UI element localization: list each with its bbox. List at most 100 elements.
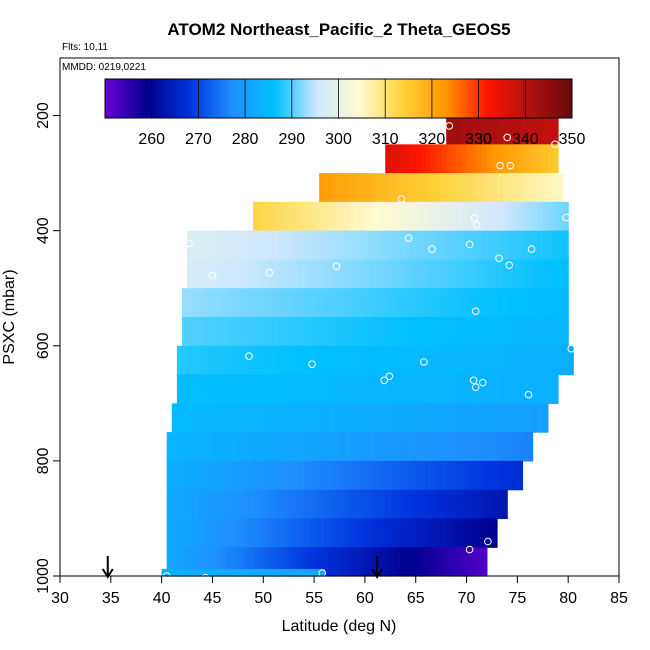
heatmap-cell (466, 173, 473, 203)
heatmap-cell (314, 547, 320, 577)
heatmap-cell (354, 173, 361, 203)
heatmap-cell (436, 230, 442, 261)
observation-point (495, 254, 503, 263)
heatmap-cell (176, 569, 183, 577)
heatmap-cell (212, 345, 219, 376)
heatmap-cell (242, 403, 249, 433)
heatmap-cell (369, 432, 376, 462)
x-tick-label: 30 (51, 590, 69, 607)
heatmap-cell (314, 345, 320, 376)
heatmap-cell (502, 345, 508, 376)
heatmap-cell (242, 259, 249, 289)
heatmap-cell (415, 144, 422, 174)
heatmap-cell (385, 201, 391, 232)
heatmap-cell (532, 201, 539, 232)
heatmap-cell (502, 403, 508, 433)
heatmap-cell (390, 144, 396, 174)
heatmap-cell (415, 460, 422, 491)
heatmap-cell (481, 403, 488, 433)
heatmap-cell (425, 345, 432, 376)
heatmap-cell (334, 259, 341, 289)
heatmap-cell (563, 259, 569, 289)
heatmap-cell (207, 317, 214, 347)
heatmap-cell (537, 374, 544, 404)
heatmap-cell (207, 288, 214, 318)
heatmap-cell (293, 489, 300, 520)
heatmap-cell (451, 403, 457, 433)
heatmap-cell (263, 460, 269, 491)
heatmap-cell (166, 547, 173, 577)
heatmap-cell (400, 345, 407, 376)
heatmap-cell (420, 201, 427, 232)
heatmap-cell (486, 403, 493, 433)
heatmap-cell (400, 201, 407, 232)
heatmap-cell (339, 460, 346, 491)
heatmap-cell (547, 259, 554, 289)
heatmap-cell (537, 115, 544, 145)
heatmap-cell (532, 259, 539, 289)
colorbar-tick-label: 310 (372, 131, 399, 148)
heatmap-cell (558, 201, 564, 232)
x-tick-label: 85 (610, 590, 628, 607)
heatmap-cell (491, 403, 498, 433)
heatmap-cell (334, 201, 341, 232)
heatmap-cell (532, 115, 539, 145)
heatmap-cell (471, 518, 478, 548)
heatmap-cell (248, 374, 254, 404)
colorbar-tick-label: 340 (512, 131, 539, 148)
heatmap-cell (349, 489, 356, 520)
heatmap-cell (212, 489, 219, 520)
heatmap-cell (563, 317, 569, 347)
heatmap-cell (253, 569, 259, 577)
heatmap-cell (258, 460, 264, 491)
heatmap-cell (522, 201, 529, 232)
heatmap-cell (293, 403, 300, 433)
heatmap-cell (227, 403, 234, 433)
heatmap-cell (461, 460, 468, 491)
heatmap-cell (512, 115, 518, 145)
heatmap-cell (522, 374, 529, 404)
heatmap-cell (456, 403, 463, 433)
heatmap-cell (451, 115, 457, 145)
heatmap-cell (497, 317, 503, 347)
heatmap-cell (563, 345, 569, 376)
heatmap-cell (181, 518, 188, 548)
heatmap-cell (344, 345, 351, 376)
heatmap-cell (314, 317, 320, 347)
heatmap-cell (491, 518, 498, 548)
heatmap-cell (390, 317, 396, 347)
heatmap-cell (369, 489, 376, 520)
heatmap-cell (339, 547, 346, 577)
observation-point (506, 161, 515, 170)
heatmap-cell (471, 547, 478, 577)
flight-arrow-head (371, 568, 383, 579)
heatmap-cell (202, 489, 208, 520)
heatmap-cell (395, 547, 402, 577)
heatmap-cell (542, 115, 549, 145)
heatmap-cell (395, 230, 402, 261)
heatmap-cell (410, 288, 417, 318)
heatmap-cell (537, 403, 544, 433)
heatmap-cell (461, 432, 468, 462)
y-axis-label: PSXC (mbar) (1, 269, 18, 364)
heatmap-cell (329, 317, 336, 347)
heatmap-cell (410, 432, 417, 462)
heatmap-cell (171, 518, 178, 548)
observation-point (505, 261, 514, 270)
heatmap-cell (522, 317, 529, 347)
heatmap-cell (171, 460, 178, 491)
heatmap-cell (491, 201, 498, 232)
heatmap-cell (552, 144, 559, 174)
heatmap-cell (410, 201, 417, 232)
heatmap-cell (217, 432, 224, 462)
heatmap-cell (248, 489, 254, 520)
x-axis-label: Latitude (deg N) (282, 618, 397, 635)
heatmap-cell (268, 518, 275, 548)
observation-point (470, 214, 479, 222)
heatmap-cell (502, 201, 508, 232)
heatmap-cell (395, 144, 402, 174)
heatmap-cell (181, 460, 188, 491)
heatmap-cell (461, 201, 468, 232)
heatmap-cell (309, 288, 315, 318)
heatmap-cell (476, 518, 483, 548)
